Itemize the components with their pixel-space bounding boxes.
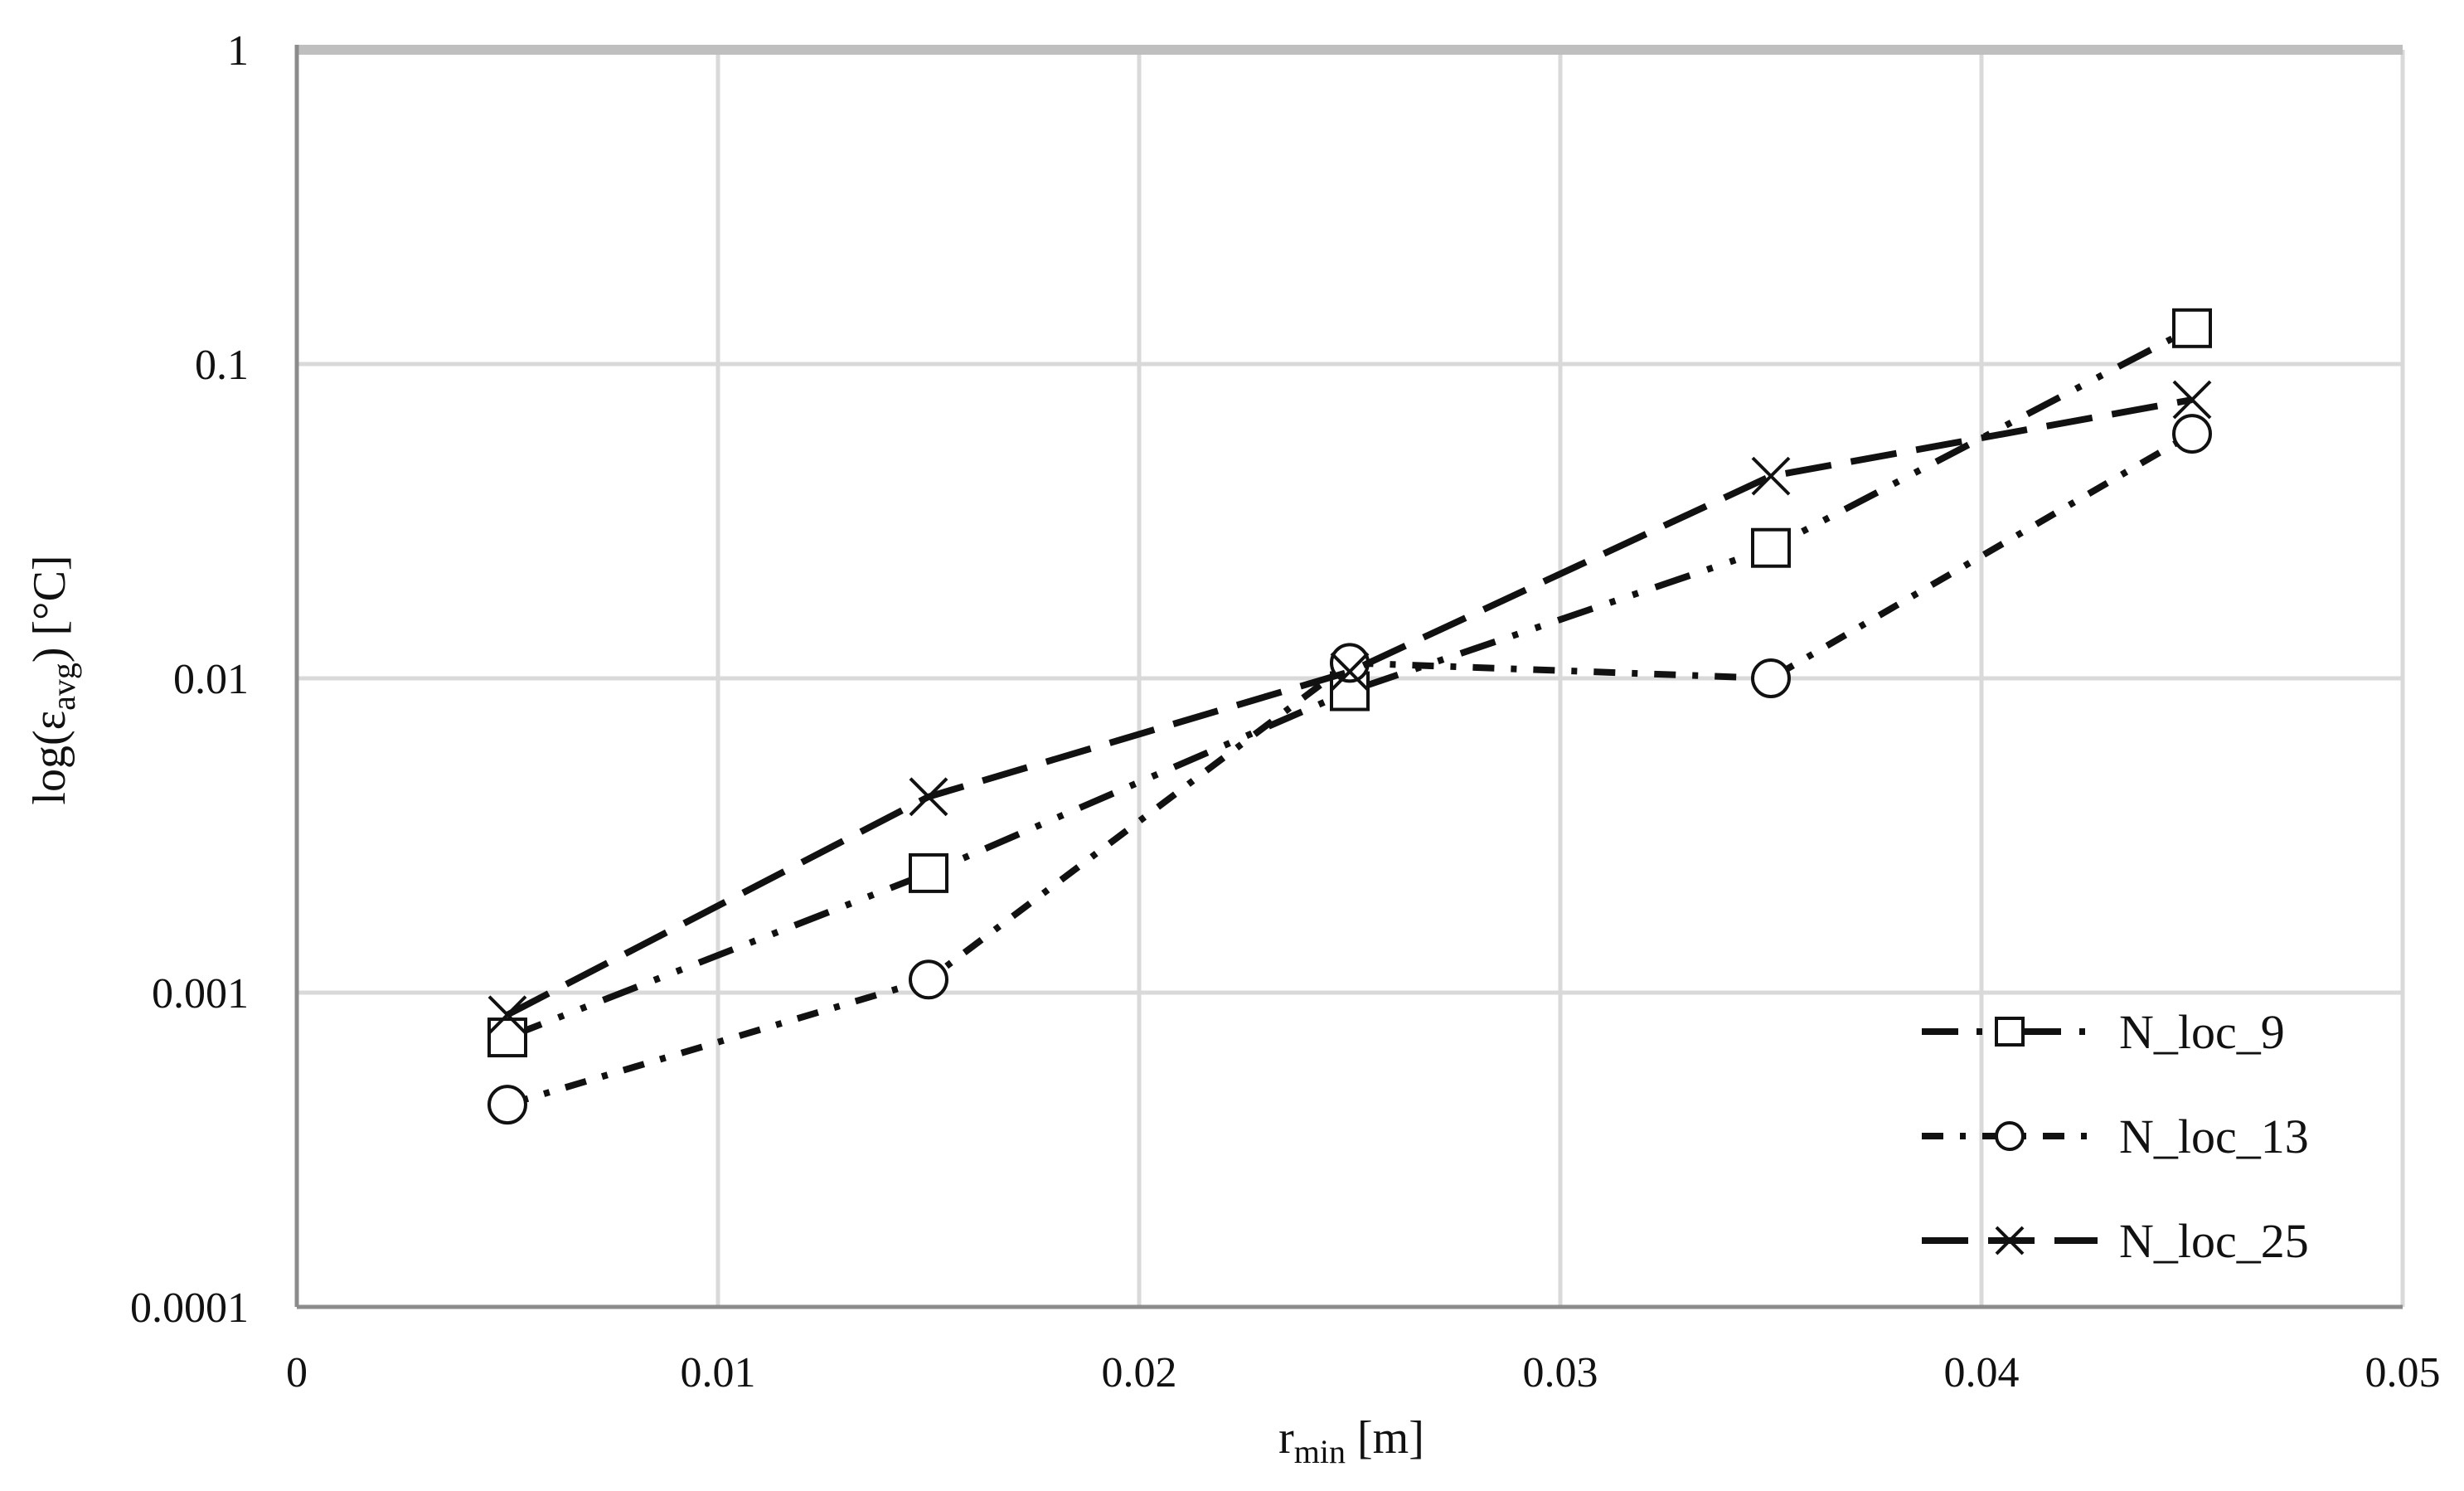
y-tick-label: 0.01 (173, 656, 249, 703)
x-marker-stroke (1751, 456, 1791, 496)
legend: N_loc_9 N_loc_13 N_loc_25 (1922, 1005, 2309, 1268)
square-marker (1751, 527, 1791, 568)
square-marker (487, 1017, 527, 1058)
circle-marker (1995, 1121, 2025, 1151)
x-marker (2172, 380, 2212, 420)
y-axis-title-prefix: log(ε (24, 711, 75, 805)
x-axis-title: rmin [m] (1278, 1412, 1424, 1470)
x-tick-label: 0 (286, 1349, 308, 1396)
x-marker (487, 995, 527, 1035)
x-marker-stroke (1330, 652, 1370, 692)
circle-marker (909, 959, 948, 1000)
circle-marker (1751, 658, 1791, 698)
x-marker-stroke (2172, 380, 2212, 420)
tick-labels: 0.0001 0.001 0.01 0.1 1 0 0.01 0.02 0.03 0.04 0.05 (130, 27, 2441, 1396)
y-tick-label: 0.1 (195, 342, 249, 389)
square-marker (909, 852, 948, 893)
x-axis-title-unit: [m] (1346, 1412, 1424, 1464)
series-N_loc_25 (487, 380, 2212, 1035)
x-tick-label: 0.03 (1523, 1349, 1598, 1396)
x-marker (909, 777, 948, 817)
y-tick-label: 0.0001 (130, 1285, 249, 1332)
y-tick-label: 0.001 (152, 970, 249, 1017)
x-marker-stroke (1995, 1226, 2025, 1255)
y-axis-title-suffix: ) [°C] (24, 555, 75, 663)
x-tick-label: 0.02 (1102, 1349, 1177, 1396)
legend-entry: N_loc_13 (1922, 1110, 2309, 1163)
legend-label: N_loc_13 (2119, 1110, 2309, 1163)
x-marker (1995, 1226, 2025, 1255)
x-axis-title-subscript: min (1294, 1433, 1346, 1470)
circle-marker (2172, 414, 2212, 454)
x-tick-label: 0.01 (681, 1349, 756, 1396)
y-axis-title-subscript: avg (45, 663, 82, 711)
square-marker (2172, 308, 2212, 348)
x-tick-label: 0.05 (2365, 1349, 2441, 1396)
y-tick-label: 1 (227, 27, 249, 75)
x-marker (1751, 456, 1791, 496)
legend-label: N_loc_25 (2119, 1214, 2309, 1268)
x-axis-title-main: r (1278, 1412, 1294, 1464)
legend-label: N_loc_9 (2119, 1005, 2285, 1059)
square-marker (1995, 1017, 2025, 1047)
y-axis-title: log(εavg) [°C] (24, 555, 82, 804)
x-marker (1330, 652, 1370, 692)
x-marker-stroke (487, 995, 527, 1035)
x-tick-label: 0.04 (1944, 1349, 2020, 1396)
series-layer (487, 308, 2212, 1125)
circle-marker (487, 1085, 527, 1125)
legend-entry: N_loc_9 (1922, 1005, 2285, 1059)
x-marker-stroke (909, 777, 948, 817)
axes (294, 45, 2403, 1309)
legend-entry: N_loc_25 (1922, 1214, 2309, 1268)
